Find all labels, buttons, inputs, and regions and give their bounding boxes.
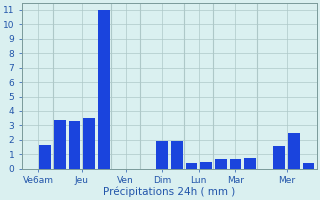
Bar <box>288 133 300 169</box>
Bar <box>83 118 95 169</box>
Bar <box>54 120 66 169</box>
Bar <box>156 141 168 169</box>
Bar <box>200 162 212 169</box>
Bar <box>98 10 110 169</box>
Bar <box>273 146 285 169</box>
Bar <box>39 145 51 169</box>
X-axis label: Précipitations 24h ( mm ): Précipitations 24h ( mm ) <box>103 187 236 197</box>
Bar <box>303 163 314 169</box>
Bar <box>69 121 80 169</box>
Bar <box>171 141 183 169</box>
Bar <box>186 163 197 169</box>
Bar <box>215 159 227 169</box>
Bar <box>229 159 241 169</box>
Bar <box>244 158 256 169</box>
